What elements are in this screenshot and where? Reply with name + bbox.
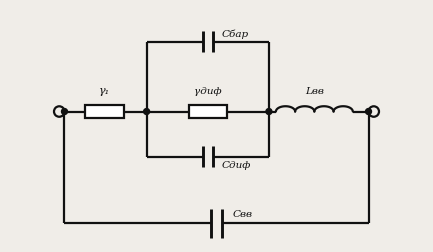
Text: Cдиф: Cдиф xyxy=(222,161,251,170)
Circle shape xyxy=(61,109,68,115)
Text: γ₁: γ₁ xyxy=(99,85,110,95)
Circle shape xyxy=(266,109,272,115)
Text: γдиф: γдиф xyxy=(194,86,222,95)
Text: Cбар: Cбар xyxy=(222,29,249,39)
Bar xyxy=(85,106,124,118)
Text: Lвв: Lвв xyxy=(305,86,324,95)
Bar xyxy=(188,106,227,118)
Circle shape xyxy=(144,109,149,115)
Text: Cвв: Cвв xyxy=(232,209,252,218)
Circle shape xyxy=(365,109,372,115)
